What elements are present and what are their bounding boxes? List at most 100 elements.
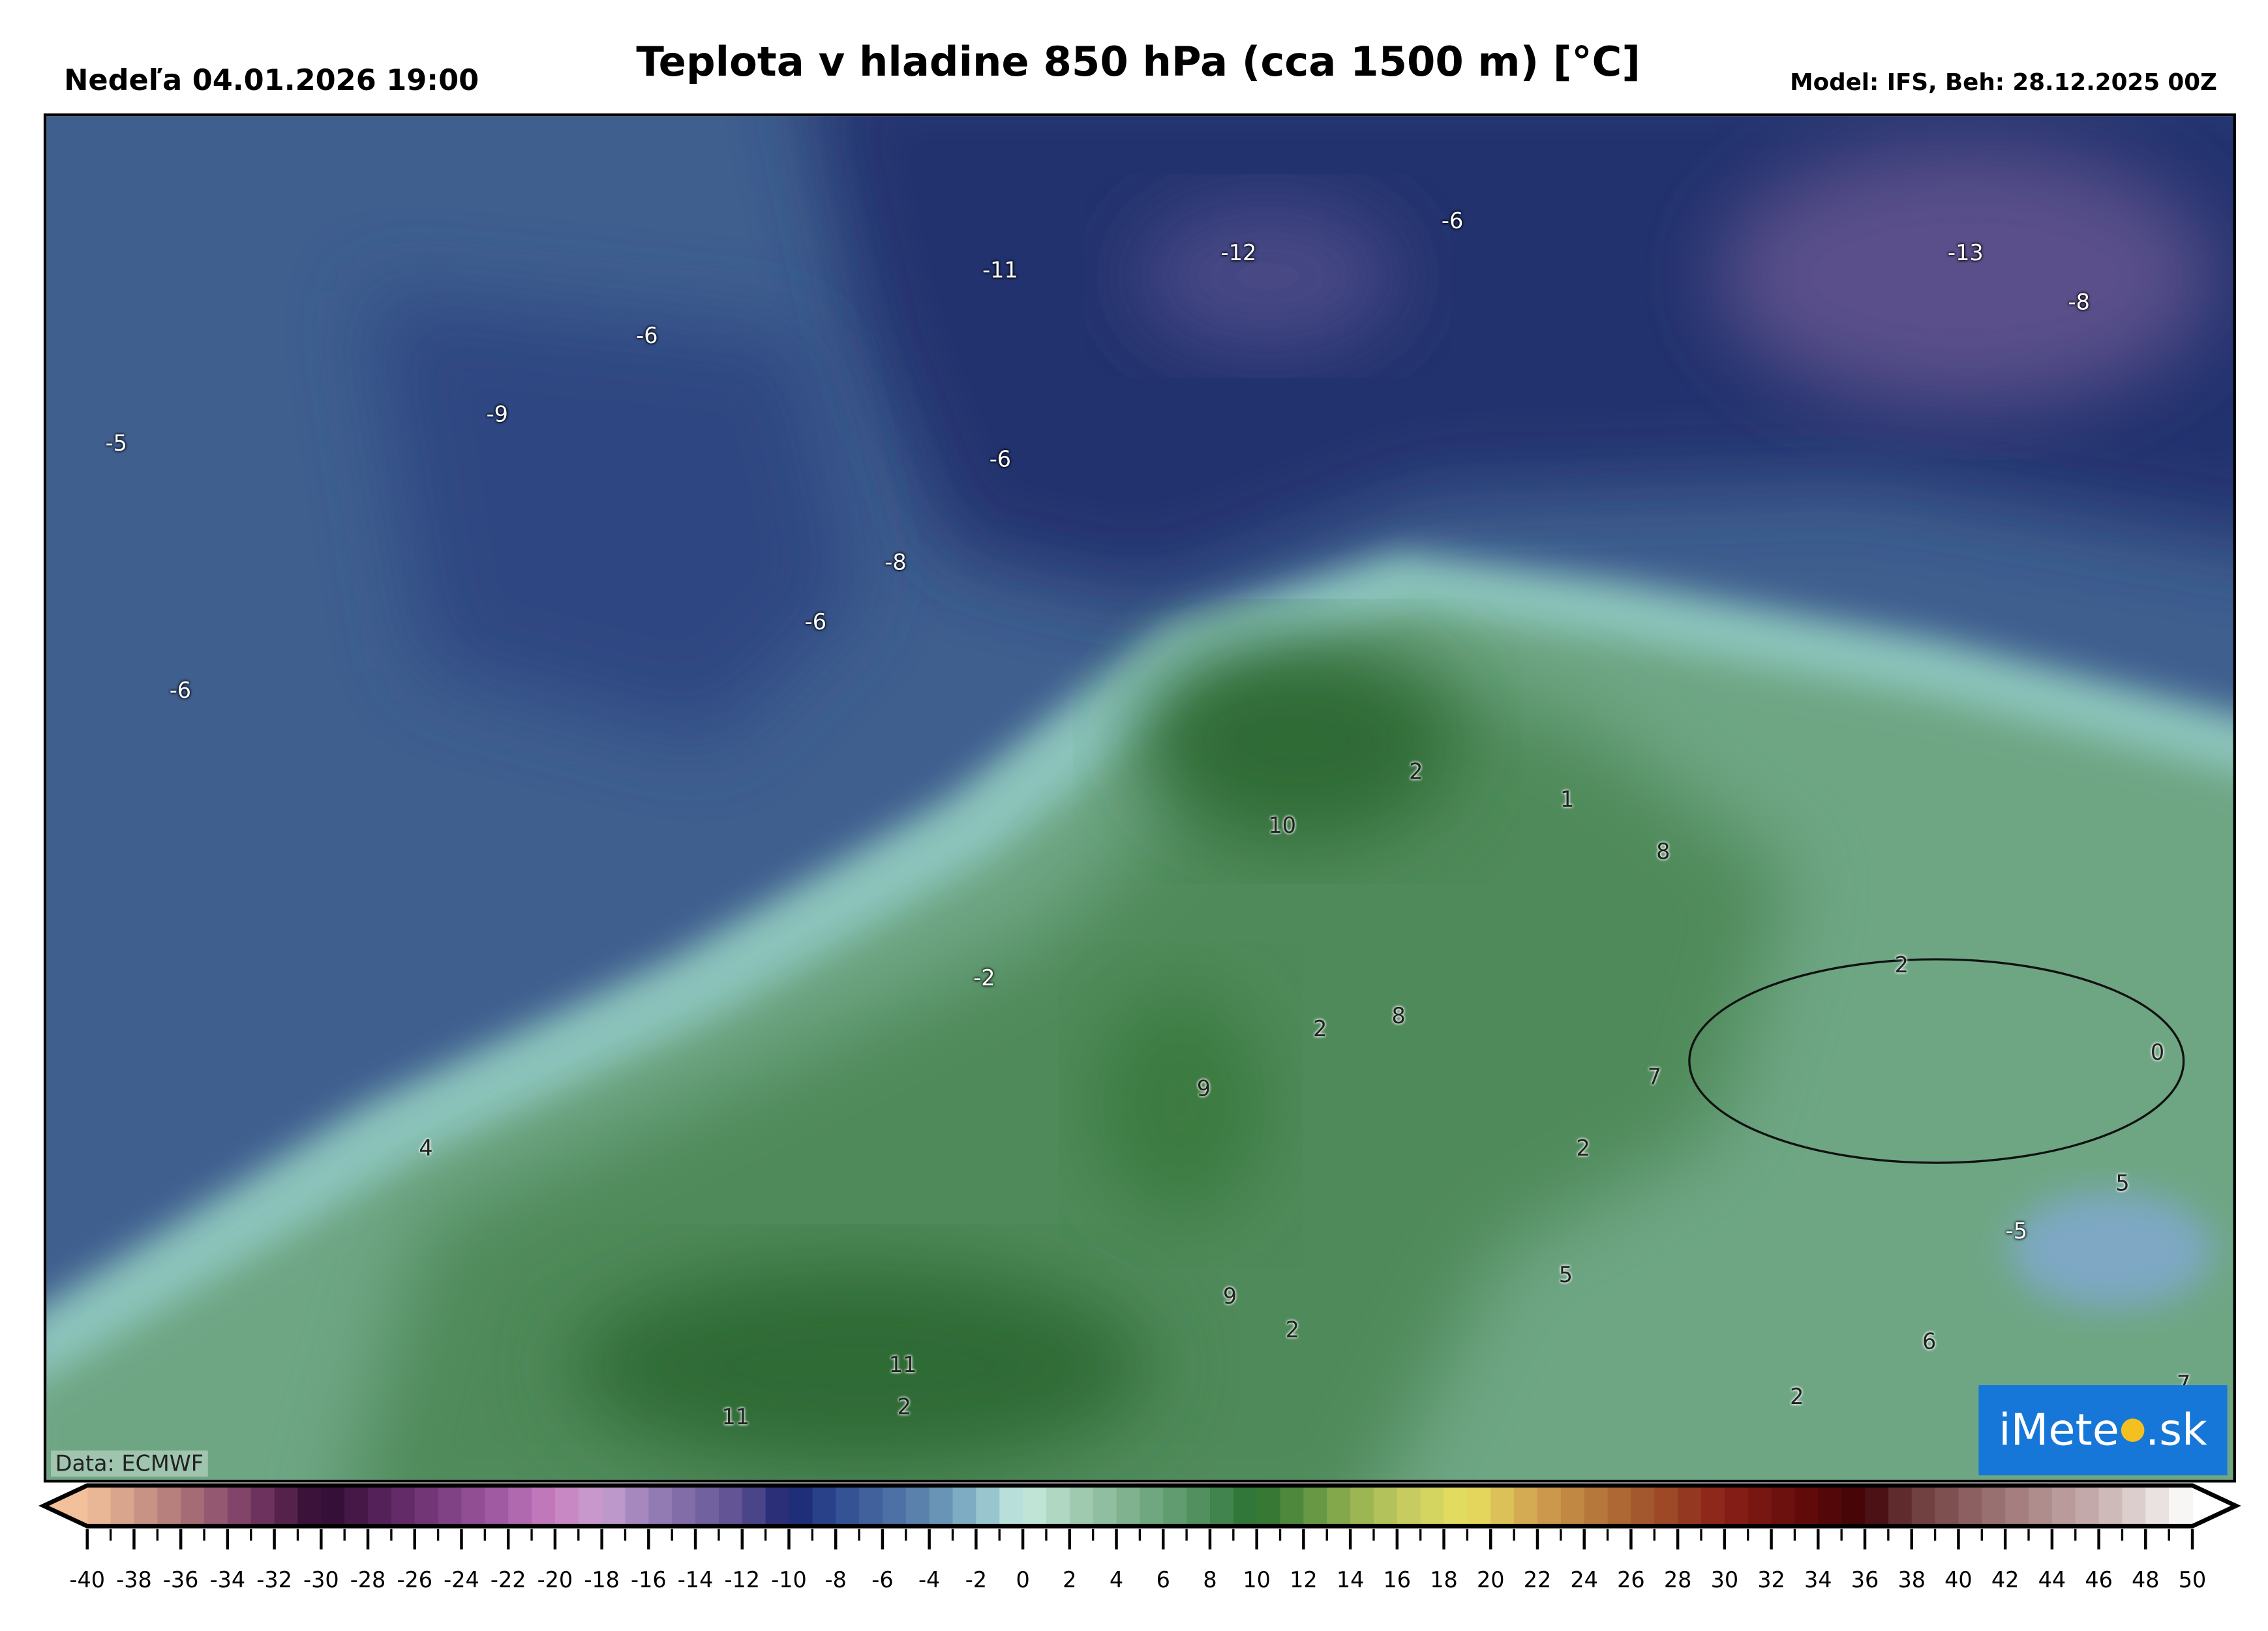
colorbar-cell — [695, 1485, 720, 1527]
colorbar-cell — [1724, 1485, 1749, 1527]
colorbar-cell — [718, 1485, 743, 1527]
isotherm-label: -6 — [169, 677, 192, 704]
colorbar-cell — [157, 1485, 182, 1527]
colorbar-tick-label: -6 — [871, 1567, 893, 1593]
colorbar-cell — [1233, 1485, 1258, 1527]
colorbar-cell — [297, 1485, 322, 1527]
colorbar-tick-label: 30 — [1711, 1567, 1739, 1593]
chart-title: Teplota v hladine 850 hPa (cca 1500 m) [… — [636, 37, 1641, 86]
isotherm-label: -5 — [2005, 1218, 2028, 1244]
colorbar-tick-label: -16 — [631, 1567, 667, 1593]
isotherm-label: -2 — [973, 965, 995, 992]
colorbar-cell — [1163, 1485, 1188, 1527]
colorbar-cell — [905, 1485, 930, 1527]
colorbar-cell — [1841, 1485, 1866, 1527]
colorbar-cell — [1537, 1485, 1562, 1527]
isotherm-label: 10 — [1268, 812, 1297, 839]
colorbar-cell — [1631, 1485, 1656, 1527]
colorbar-cell — [882, 1485, 907, 1527]
logo-text: .sk — [2145, 1405, 2207, 1456]
colorbar-tick-label: 8 — [1203, 1567, 1217, 1593]
colorbar-tick-label: 28 — [1664, 1567, 1692, 1593]
colorbar-cell — [1584, 1485, 1609, 1527]
colorbar-tick-label: 50 — [2179, 1567, 2207, 1593]
purple-cold-core — [1718, 145, 2213, 408]
colorbar-cell — [2122, 1485, 2147, 1527]
colorbar-cell — [250, 1485, 275, 1527]
colorbar-cell — [812, 1485, 837, 1527]
colorbar-cell — [1982, 1485, 2006, 1527]
isotherm-label: 0 — [2150, 1039, 2165, 1066]
colorbar-cell — [1069, 1485, 1094, 1527]
isotherm-label: 9 — [1196, 1075, 1211, 1102]
colorbar-tick-label: 6 — [1157, 1567, 1170, 1593]
colorbar-cell — [836, 1485, 860, 1527]
colorbar-cell — [2098, 1485, 2123, 1527]
colorbar-tick-label: -22 — [491, 1567, 526, 1593]
colorbar-cell — [508, 1485, 533, 1527]
valid-time: Nedeľa 04.01.2026 19:00 — [64, 62, 479, 98]
isotherm-label: 5 — [1558, 1261, 1573, 1288]
imeteo-logo[interactable]: iMete .sk — [1978, 1385, 2228, 1476]
colorbar-cell — [1023, 1485, 1048, 1527]
colorbar-tick-label: 10 — [1243, 1567, 1271, 1593]
isotherm-label: -11 — [982, 257, 1018, 284]
isotherm-label: 1 — [1560, 786, 1575, 813]
colorbar-cell — [1865, 1485, 1889, 1527]
colorbar-cell — [1654, 1485, 1679, 1527]
isotherm-label: 2 — [1313, 1015, 1327, 1043]
temperature-map: -5 -6 -9 -6 -11 -12 -6 -13 -8 -6 -8 -6 2 1 10 8 -2 2 2 8 0 9 7… — [43, 113, 2236, 1483]
isotherm-label: 4 — [419, 1135, 433, 1161]
colorbar-cell — [1187, 1485, 1211, 1527]
colorbar-tick-label: 40 — [1944, 1567, 1973, 1593]
colorbar-cell — [1958, 1485, 1983, 1527]
colorbar-cell — [134, 1485, 159, 1527]
colorbar-cell — [1444, 1485, 1468, 1527]
colorbar-tick-label: 14 — [1337, 1567, 1365, 1593]
colorbar-cell — [601, 1485, 626, 1527]
warm-core — [1093, 988, 1268, 1221]
colorbar-outline — [38, 1483, 2241, 1529]
colorbar-cell — [438, 1485, 462, 1527]
colorbar-tick-label: -38 — [116, 1567, 152, 1593]
isotherm-label: 2 — [1576, 1135, 1590, 1161]
colorbar-cell — [461, 1485, 486, 1527]
isotherm-label: 2 — [1285, 1317, 1300, 1343]
colorbar-cell — [2169, 1485, 2194, 1527]
colorbar-tick-label: 12 — [1290, 1567, 1318, 1593]
isotherm-label: 5 — [2115, 1170, 2130, 1197]
colorbar-tick-label: -36 — [163, 1567, 199, 1593]
colorbar-cell — [1771, 1485, 1796, 1527]
colorbar-cell — [1678, 1485, 1702, 1527]
colorbar-tick-label: -32 — [256, 1567, 292, 1593]
cold-uk-field — [366, 290, 861, 741]
colorbar-tick-label: -14 — [678, 1567, 714, 1593]
colorbar-cell — [1935, 1485, 1959, 1527]
colorbar-cell — [1350, 1485, 1375, 1527]
colorbar-cell — [578, 1485, 603, 1527]
colorbar-tick-label: 4 — [1110, 1567, 1123, 1593]
warm-core — [569, 1264, 1152, 1469]
isotherm-label: 8 — [1391, 1002, 1406, 1029]
colorbar-tick-label: 36 — [1851, 1567, 1879, 1593]
isotherm-label: 11 — [721, 1404, 750, 1431]
isotherm-label: -12 — [1220, 239, 1257, 266]
colorbar-cell — [2075, 1485, 2100, 1527]
purple-cold-core — [1136, 203, 1399, 349]
colorbar-cell — [110, 1485, 135, 1527]
colorbar-cell — [1560, 1485, 1585, 1527]
colorbar-tick-label: -4 — [918, 1567, 940, 1593]
colorbar-cell — [1209, 1485, 1234, 1527]
colorbar-tick-label: 24 — [1570, 1567, 1598, 1593]
isotherm-label: -6 — [636, 322, 658, 349]
warm-core — [1136, 639, 1457, 843]
colorbar-cell — [625, 1485, 650, 1527]
colorbar-tick-label: -30 — [303, 1567, 339, 1593]
colorbar-cell — [1397, 1485, 1421, 1527]
isotherm-label: -9 — [486, 401, 508, 428]
isotherm-label: 2 — [897, 1394, 911, 1420]
colorbar-cell — [1794, 1485, 1819, 1527]
colorbar-cell — [1116, 1485, 1141, 1527]
colorbar-cell — [391, 1485, 416, 1527]
